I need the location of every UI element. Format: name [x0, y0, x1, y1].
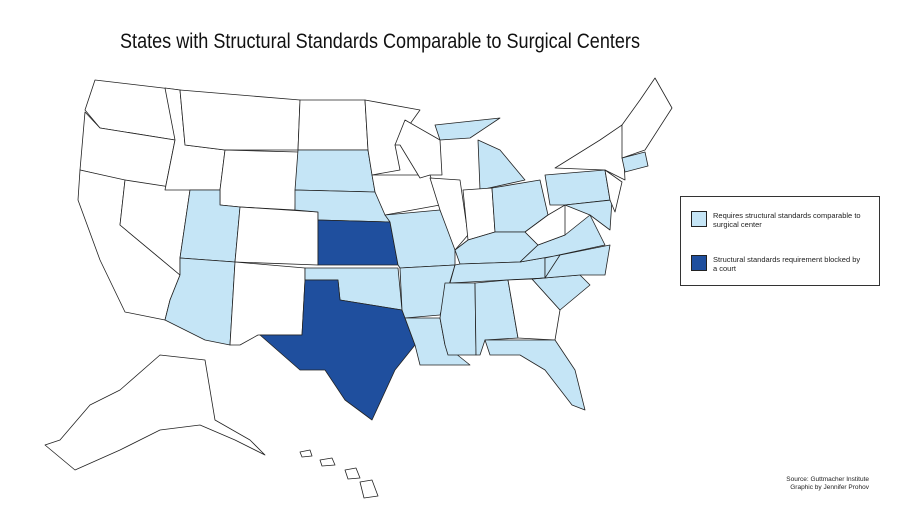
legend-item: Structural standards requirement blocked…: [691, 255, 863, 273]
state: [394, 119, 443, 179]
state: [344, 467, 361, 480]
legend: Requires structural standards comparable…: [680, 196, 880, 286]
state: [44, 354, 266, 471]
state: [604, 169, 623, 213]
source-line: Source: Guttmacher Institute: [786, 476, 869, 483]
state: [564, 199, 613, 231]
state: [524, 204, 566, 246]
state: [544, 169, 611, 206]
state: [429, 177, 469, 251]
state: [462, 187, 496, 241]
state: [319, 457, 336, 467]
title: States with Structural Standards Compara…: [120, 30, 640, 53]
state: [399, 264, 456, 319]
state: [621, 151, 649, 173]
legend-label: Requires structural standards comparable…: [713, 211, 861, 229]
state: [179, 89, 301, 151]
state: [259, 279, 416, 421]
source: Source: Guttmacher Institute Graphic by …: [786, 476, 869, 492]
state: [294, 149, 376, 193]
state: [359, 479, 379, 499]
state: [297, 99, 369, 151]
state: [219, 149, 299, 211]
legend-item: Requires structural standards comparable…: [691, 211, 863, 229]
state: [477, 139, 526, 191]
state: [439, 282, 477, 356]
state: [371, 174, 441, 216]
state: [434, 117, 501, 141]
state: [229, 261, 306, 346]
state: [234, 206, 319, 266]
state: [507, 278, 561, 341]
state: [621, 77, 673, 159]
legend-label: Structural standards requirement blocked…: [713, 255, 861, 273]
state: [299, 449, 313, 458]
state: [317, 219, 399, 266]
state: [484, 339, 586, 411]
source-line: Graphic by Jennifer Prohov: [790, 484, 869, 491]
legend-swatch: [691, 255, 707, 271]
state: [364, 99, 421, 176]
legend-swatch: [691, 211, 707, 227]
